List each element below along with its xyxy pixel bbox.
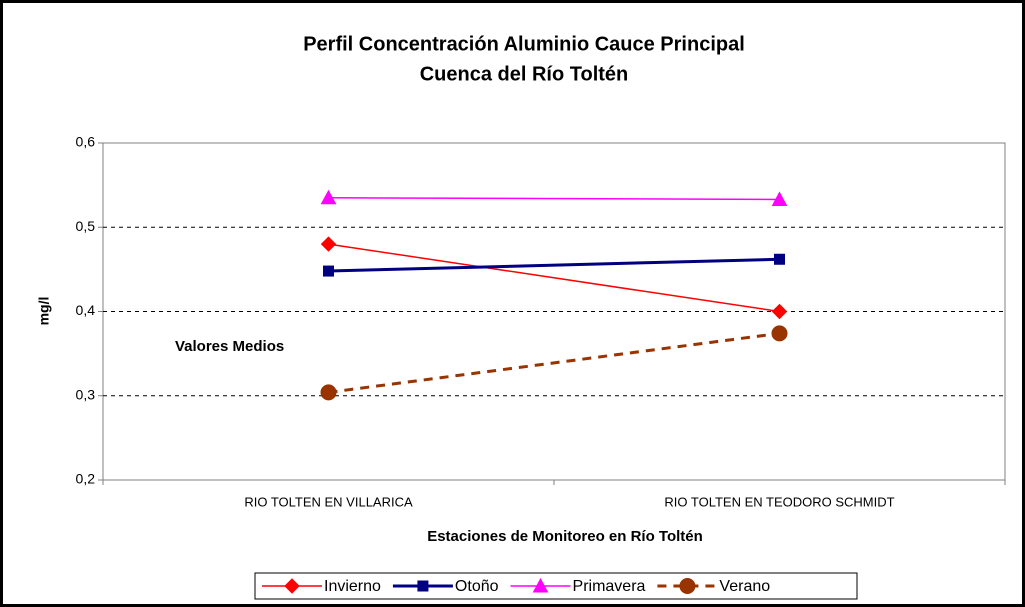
x-tick-label: RIO TOLTEN EN TEODORO SCHMIDT	[664, 494, 894, 509]
legend-marker	[284, 578, 300, 594]
y-tick-label: 0,5	[76, 218, 96, 234]
chart-subtitle: Cuenca del Río Toltén	[420, 63, 629, 85]
legend-marker	[417, 580, 429, 592]
y-tick-label: 0,3	[76, 386, 96, 402]
marker	[320, 189, 337, 205]
series-line	[328, 243, 780, 313]
marker	[320, 236, 337, 252]
legend-label: Primavera	[573, 578, 646, 595]
y-axis-title: mg/l	[36, 297, 52, 326]
series-line	[328, 197, 780, 201]
marker	[771, 325, 788, 342]
legend-label: Verano	[719, 578, 770, 595]
y-tick-label: 0,4	[76, 302, 96, 318]
chart-title: Perfil Concentración Aluminio Cauce Prin…	[303, 33, 745, 55]
marker	[771, 303, 788, 320]
y-tick-label: 0,2	[76, 471, 96, 487]
annotation: Valores Medios	[175, 338, 284, 355]
series-line	[328, 331, 780, 394]
x-axis-title: Estaciones de Monitoreo en Río Toltén	[427, 528, 703, 545]
series-line	[328, 257, 780, 273]
legend-marker	[679, 578, 696, 594]
legend-label: Invierno	[324, 578, 381, 595]
legend-box	[254, 572, 858, 600]
y-tick-label: 0,6	[76, 134, 96, 150]
marker	[323, 265, 334, 277]
marker	[774, 253, 785, 265]
legend-marker	[532, 577, 549, 593]
marker	[771, 191, 788, 206]
x-tick-label: RIO TOLTEN EN VILLARICA	[244, 494, 413, 509]
marker	[320, 384, 337, 401]
legend-label: Otoño	[455, 578, 499, 595]
